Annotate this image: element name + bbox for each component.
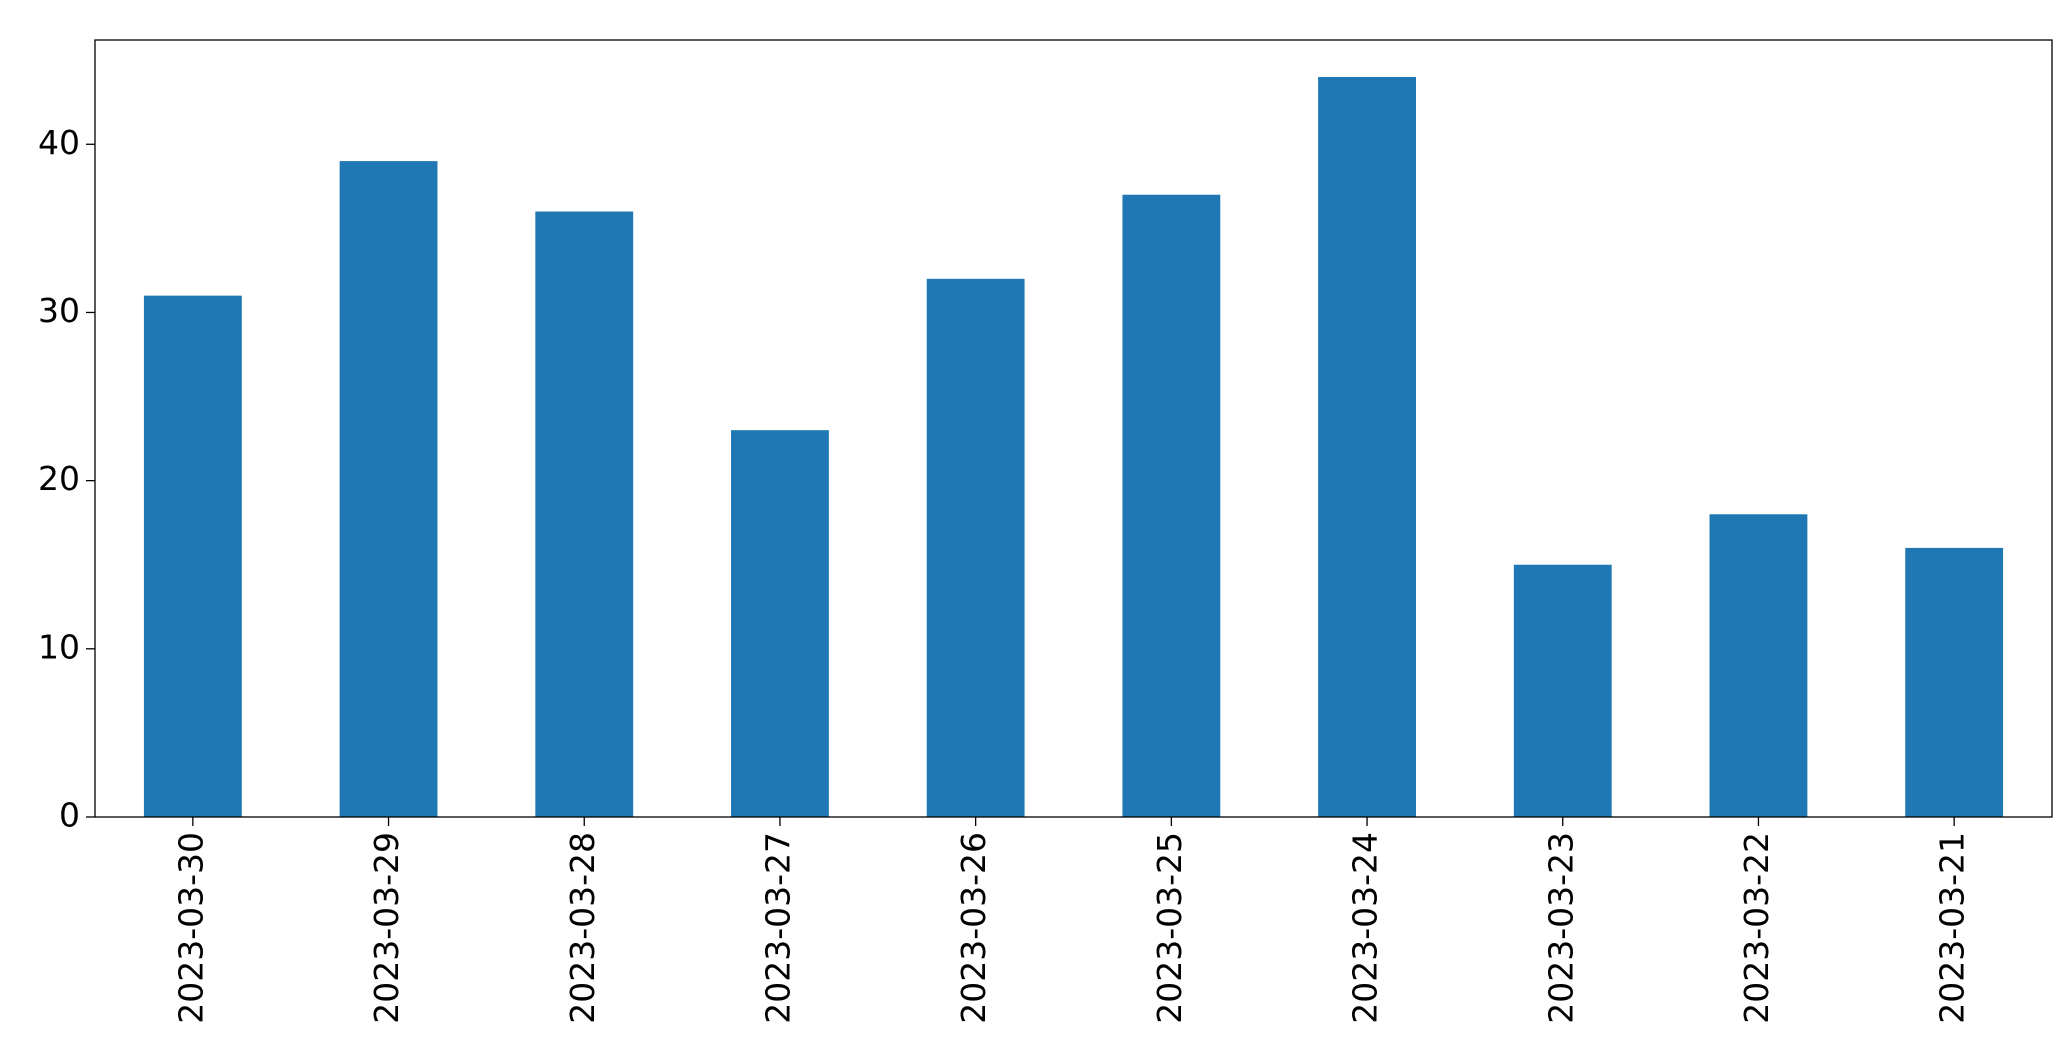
y-tick-label: 0	[59, 796, 80, 835]
y-tick-label: 30	[38, 291, 80, 330]
bar	[1513, 564, 1612, 817]
x-tick-label: 2023-03-21	[1933, 832, 1972, 1024]
x-tick-label: 2023-03-27	[758, 832, 797, 1024]
x-tick-label: 2023-03-25	[1150, 832, 1189, 1024]
bar	[1709, 514, 1808, 817]
bar	[339, 161, 438, 817]
bar	[1318, 77, 1416, 817]
bar	[731, 430, 829, 817]
bar	[926, 278, 1025, 817]
plot-frame	[94, 39, 2053, 818]
bar	[535, 211, 634, 817]
bar	[1122, 194, 1221, 817]
x-tick-label: 2023-03-22	[1737, 832, 1776, 1024]
y-tick-label: 40	[38, 123, 80, 162]
x-tick-label: 2023-03-28	[563, 832, 602, 1024]
x-tick-label: 2023-03-30	[171, 832, 210, 1024]
y-tick-label: 20	[38, 459, 80, 498]
x-tick-label: 2023-03-29	[367, 832, 406, 1024]
y-tick-label: 10	[38, 627, 80, 666]
x-tick-label: 2023-03-26	[954, 832, 993, 1024]
x-tick-label: 2023-03-24	[1346, 832, 1385, 1024]
bar	[143, 295, 242, 817]
x-tick-label: 2023-03-23	[1541, 832, 1580, 1024]
bar	[1905, 547, 2004, 817]
